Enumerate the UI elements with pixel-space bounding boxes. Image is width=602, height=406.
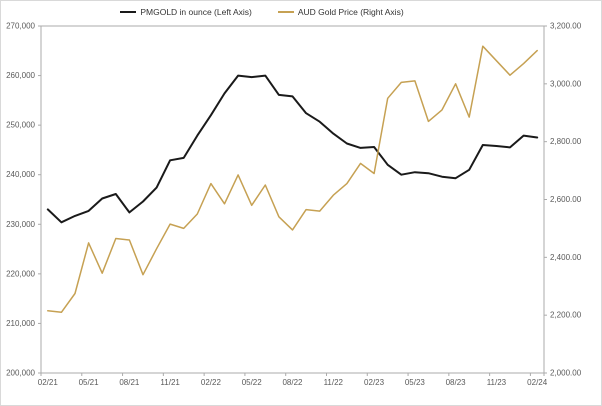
right-axis-label: 3,000.00 bbox=[550, 79, 582, 88]
plot-border bbox=[40, 25, 545, 374]
legend-item-pmgold: PMGOLD in ounce (Left Axis) bbox=[120, 7, 252, 17]
x-axis-label: 02/21 bbox=[38, 378, 59, 387]
chart-legend: PMGOLD in ounce (Left Axis) AUD Gold Pri… bbox=[1, 7, 563, 17]
pmgold-line-swatch-icon bbox=[120, 11, 137, 13]
right-axis-label: 2,600.00 bbox=[550, 195, 582, 204]
right-axis-label: 3,200.00 bbox=[550, 22, 582, 31]
right-axis-label: 2,400.00 bbox=[550, 253, 582, 262]
x-axis-label: 11/21 bbox=[160, 378, 180, 387]
x-axis-label: 05/23 bbox=[405, 378, 426, 387]
x-axis-label: 11/22 bbox=[324, 378, 344, 387]
left-axis-label: 250,000 bbox=[6, 121, 35, 130]
left-axis-label: 220,000 bbox=[6, 269, 35, 278]
x-axis-label: 02/24 bbox=[527, 378, 548, 387]
left-axis-label: 270,000 bbox=[6, 22, 35, 31]
right-axis-label: 2,800.00 bbox=[550, 137, 582, 146]
x-axis-label: 02/22 bbox=[201, 378, 222, 387]
legend-label-pmgold: PMGOLD in ounce (Left Axis) bbox=[140, 7, 252, 17]
left-axis-label: 240,000 bbox=[6, 170, 35, 179]
left-axis-label: 200,000 bbox=[6, 369, 35, 378]
pmgold-line bbox=[46, 74, 539, 224]
left-axis-label: 230,000 bbox=[6, 220, 35, 229]
x-axis-label: 11/23 bbox=[487, 378, 507, 387]
x-axis-label: 05/21 bbox=[79, 378, 100, 387]
x-axis-label: 02/23 bbox=[364, 378, 385, 387]
left-axis-label: 260,000 bbox=[6, 71, 35, 80]
legend-item-aud-gold: AUD Gold Price (Right Axis) bbox=[277, 7, 404, 17]
x-axis-label: 08/23 bbox=[446, 378, 467, 387]
left-axis-label: 210,000 bbox=[6, 319, 35, 328]
right-axis-label: 2,000.00 bbox=[550, 369, 582, 378]
legend-label-aud-gold: AUD Gold Price (Right Axis) bbox=[297, 7, 404, 17]
right-axis-label: 2,200.00 bbox=[550, 311, 582, 320]
x-axis-label: 08/21 bbox=[119, 378, 140, 387]
x-axis-label: 08/22 bbox=[282, 378, 303, 387]
aud-gold-price-line bbox=[47, 45, 538, 314]
aud-gold-line-swatch-icon bbox=[277, 11, 294, 13]
x-axis-label: 05/22 bbox=[242, 378, 263, 387]
